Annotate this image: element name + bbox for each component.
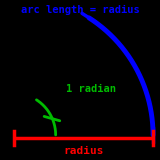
Text: arc length = radius: arc length = radius	[21, 5, 139, 15]
Text: 1 radian: 1 radian	[66, 84, 116, 94]
Text: radius: radius	[63, 146, 104, 156]
